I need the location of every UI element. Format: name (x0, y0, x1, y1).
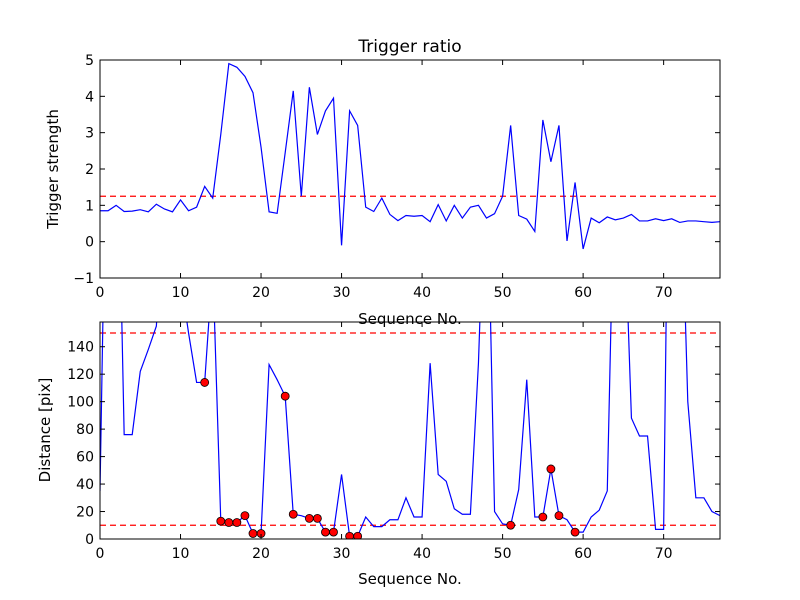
bottom-marker-point (288, 509, 298, 519)
bottom-y-tick-label: 60 (76, 450, 94, 466)
bottom-marker-point (232, 518, 242, 527)
top-y-tick-label: 3 (85, 126, 94, 142)
bottom-marker-point (506, 520, 516, 530)
bottom-plot: 0 10 20 30 40 50 60 70 0 20 40 60 80 100 120 140 Seque… (36, 321, 721, 588)
bottom-x-tick-label: 60 (574, 546, 592, 562)
bottom-y-tick-label: 0 (85, 532, 94, 548)
top-ylabel: Trigger strength (44, 109, 62, 230)
bottom-y-tick-label: 80 (76, 422, 94, 438)
bottom-marker-point (224, 518, 234, 527)
top-y-tick-label: 5 (85, 53, 94, 69)
top-y-axis: −1 0 1 2 3 4 5 (73, 53, 720, 287)
bottom-marker-point (313, 513, 322, 523)
top-x-tick-label: 40 (413, 285, 431, 301)
bottom-marker-point (538, 512, 548, 522)
top-y-tick-label: 4 (85, 89, 94, 105)
bottom-x-axis: 0 10 20 30 40 50 60 70 (96, 322, 673, 562)
top-x-tick-label: 10 (172, 285, 190, 301)
bottom-xlabel: Sequence No. (358, 570, 462, 588)
bottom-marker-point (248, 529, 258, 538)
top-axes-frame (99, 59, 721, 279)
bottom-marker-point (304, 513, 314, 523)
bottom-x-tick-label: 30 (333, 546, 351, 562)
top-y-tick-label: 0 (85, 235, 94, 251)
top-xlabel: Sequence No. (358, 310, 462, 328)
top-title: Trigger ratio (357, 37, 461, 57)
bottom-x-tick-label: 10 (172, 546, 190, 562)
bottom-marker-point (216, 516, 226, 526)
bottom-series-line (100, 322, 720, 537)
top-x-tick-label: 20 (252, 285, 270, 301)
bottom-marker-point (546, 464, 556, 474)
bottom-x-tick-label: 0 (96, 546, 105, 562)
bottom-x-tick-label: 20 (252, 546, 270, 562)
top-y-tick-label: 1 (85, 198, 94, 214)
bottom-marker-point (240, 511, 250, 521)
bottom-y-axis: 0 20 40 60 80 100 120 140 (67, 340, 720, 548)
top-x-axis: 0 10 20 30 40 50 60 70 (96, 60, 673, 301)
bottom-y-tick-label: 20 (76, 505, 94, 521)
bottom-y-tick-label: 100 (67, 395, 94, 411)
top-series-line (100, 62, 720, 250)
top-plot-area (100, 62, 720, 250)
bottom-ylabel: Distance [pix] (36, 378, 54, 483)
top-x-tick-label: 70 (655, 285, 673, 301)
bottom-marker-point (353, 531, 363, 539)
top-y-tick-label: 2 (85, 162, 94, 178)
bottom-marker-point (280, 391, 290, 401)
top-x-tick-label: 30 (333, 285, 351, 301)
bottom-y-tick-label: 140 (67, 340, 94, 356)
bottom-marker-point (200, 378, 210, 387)
top-x-tick-label: 50 (494, 285, 512, 301)
bottom-marker-point (570, 527, 580, 537)
bottom-axes-frame (99, 321, 721, 540)
bottom-x-tick-label: 40 (413, 546, 431, 562)
top-x-tick-label: 0 (96, 285, 105, 301)
bottom-marker-point (329, 527, 338, 537)
bottom-y-tick-label: 120 (67, 367, 94, 383)
bottom-marker-point (321, 527, 330, 537)
bottom-x-tick-label: 50 (494, 546, 512, 562)
bottom-x-tick-label: 70 (655, 546, 673, 562)
bottom-y-tick-label: 40 (76, 477, 94, 493)
top-y-tick-label: −1 (73, 271, 94, 287)
bottom-marker-point (554, 511, 564, 521)
top-x-tick-label: 60 (574, 285, 592, 301)
bottom-plot-area (100, 322, 720, 539)
